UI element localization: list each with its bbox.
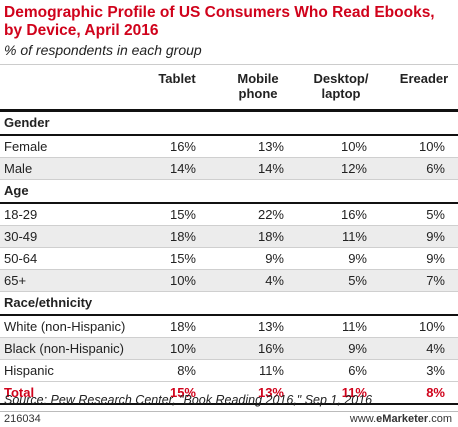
table-cell: 18%: [257, 229, 284, 244]
row-label: 30-49: [4, 229, 38, 244]
total-cell: 13%: [257, 385, 284, 400]
table-cell: 5%: [348, 273, 367, 288]
chart-subtitle: % of respondents in each group: [4, 42, 202, 58]
column-header: Ereader: [399, 71, 449, 86]
table-cell: 10%: [169, 273, 196, 288]
section-header: Age: [0, 180, 458, 204]
row-label: Hispanic: [4, 363, 54, 378]
table-cell: 16%: [257, 341, 284, 356]
table-cell: 10%: [169, 341, 196, 356]
footer-url: www.eMarketer.com: [350, 413, 452, 425]
table-cell: 7%: [426, 273, 445, 288]
table-cell: 16%: [340, 207, 367, 222]
total-cell: 15%: [169, 385, 196, 400]
table-cell: 11%: [258, 363, 284, 378]
total-label: Total: [4, 385, 35, 400]
table-row: 65+ 10% 4% 5% 7%: [0, 270, 458, 292]
table-cell: 9%: [426, 251, 445, 266]
table-cell: 6%: [348, 363, 367, 378]
table-cell: 15%: [169, 251, 196, 266]
table-cell: 11%: [341, 319, 367, 334]
table-row: Hispanic 8% 11% 6% 3%: [0, 360, 458, 382]
table-row: 30-49 18% 18% 11% 9%: [0, 226, 458, 248]
chart-id: 216034: [4, 413, 41, 425]
table-cell: 3%: [426, 363, 445, 378]
data-table: Tablet Mobile phone Desktop/ laptop Erea…: [0, 64, 458, 405]
table-cell: 10%: [418, 319, 445, 334]
table-cell: 4%: [265, 273, 284, 288]
table-cell: 22%: [257, 207, 284, 222]
table-cell: 11%: [341, 229, 367, 244]
table-row: Black (non-Hispanic) 10% 16% 9% 4%: [0, 338, 458, 360]
table-cell: 9%: [426, 229, 445, 244]
table-row: 50-64 15% 9% 9% 9%: [0, 248, 458, 270]
table-cell: 13%: [257, 319, 284, 334]
row-label: Female: [4, 139, 48, 154]
footer-url-prefix: www.: [349, 413, 377, 425]
row-label: 65+: [4, 273, 27, 288]
table-row: Female 16% 13% 10% 10%: [0, 136, 458, 158]
header-row: Tablet Mobile phone Desktop/ laptop Erea…: [0, 64, 458, 112]
row-label: White (non-Hispanic): [4, 319, 126, 334]
footer-url-brand: eMarketer: [376, 413, 429, 425]
table-row: 18-29 15% 22% 16% 5%: [0, 204, 458, 226]
footer-url-suffix: .com: [428, 413, 452, 425]
table-cell: 13%: [257, 139, 284, 154]
table-cell: 9%: [348, 341, 367, 356]
total-cell: 8%: [426, 385, 445, 400]
table-cell: 15%: [169, 207, 196, 222]
chart-title: Demographic Profile of US Consumers Who …: [4, 4, 435, 39]
column-header: Desktop/ laptop: [313, 71, 369, 101]
table-cell: 9%: [265, 251, 284, 266]
table-cell: 10%: [340, 139, 367, 154]
table-cell: 12%: [340, 161, 367, 176]
row-label: Male: [4, 161, 33, 176]
table-cell: 14%: [169, 161, 196, 176]
row-label: 18-29: [4, 207, 38, 222]
source-note: Source: Pew Research Center, "Book Readi…: [4, 393, 373, 407]
table-cell: 5%: [426, 207, 445, 222]
table-cell: 16%: [169, 139, 196, 154]
table-cell: 18%: [169, 319, 196, 334]
table-body: Gender Female 16% 13% 10% 10% Male 14% 14% 12% 6% A…: [0, 112, 458, 405]
table-cell: 10%: [418, 139, 445, 154]
table-row: White (non-Hispanic) 18% 13% 11% 10%: [0, 316, 458, 338]
table-cell: 8%: [177, 363, 196, 378]
row-label: Black (non-Hispanic): [4, 341, 124, 356]
footer-divider: [0, 411, 458, 412]
table-cell: 9%: [348, 251, 367, 266]
total-cell: 11%: [341, 385, 367, 400]
table-cell: 6%: [426, 161, 445, 176]
total-row: Total 15% 13% 11% 8%: [0, 382, 458, 405]
table-cell: 4%: [426, 341, 445, 356]
section-header: Gender: [0, 112, 458, 136]
column-header: Mobile phone: [237, 71, 279, 101]
table-cell: 14%: [257, 161, 284, 176]
section-header: Race/ethnicity: [0, 292, 458, 316]
row-label: 50-64: [4, 251, 38, 266]
column-header: Tablet: [158, 71, 196, 86]
table-row: Male 14% 14% 12% 6%: [0, 158, 458, 180]
table-cell: 18%: [169, 229, 196, 244]
